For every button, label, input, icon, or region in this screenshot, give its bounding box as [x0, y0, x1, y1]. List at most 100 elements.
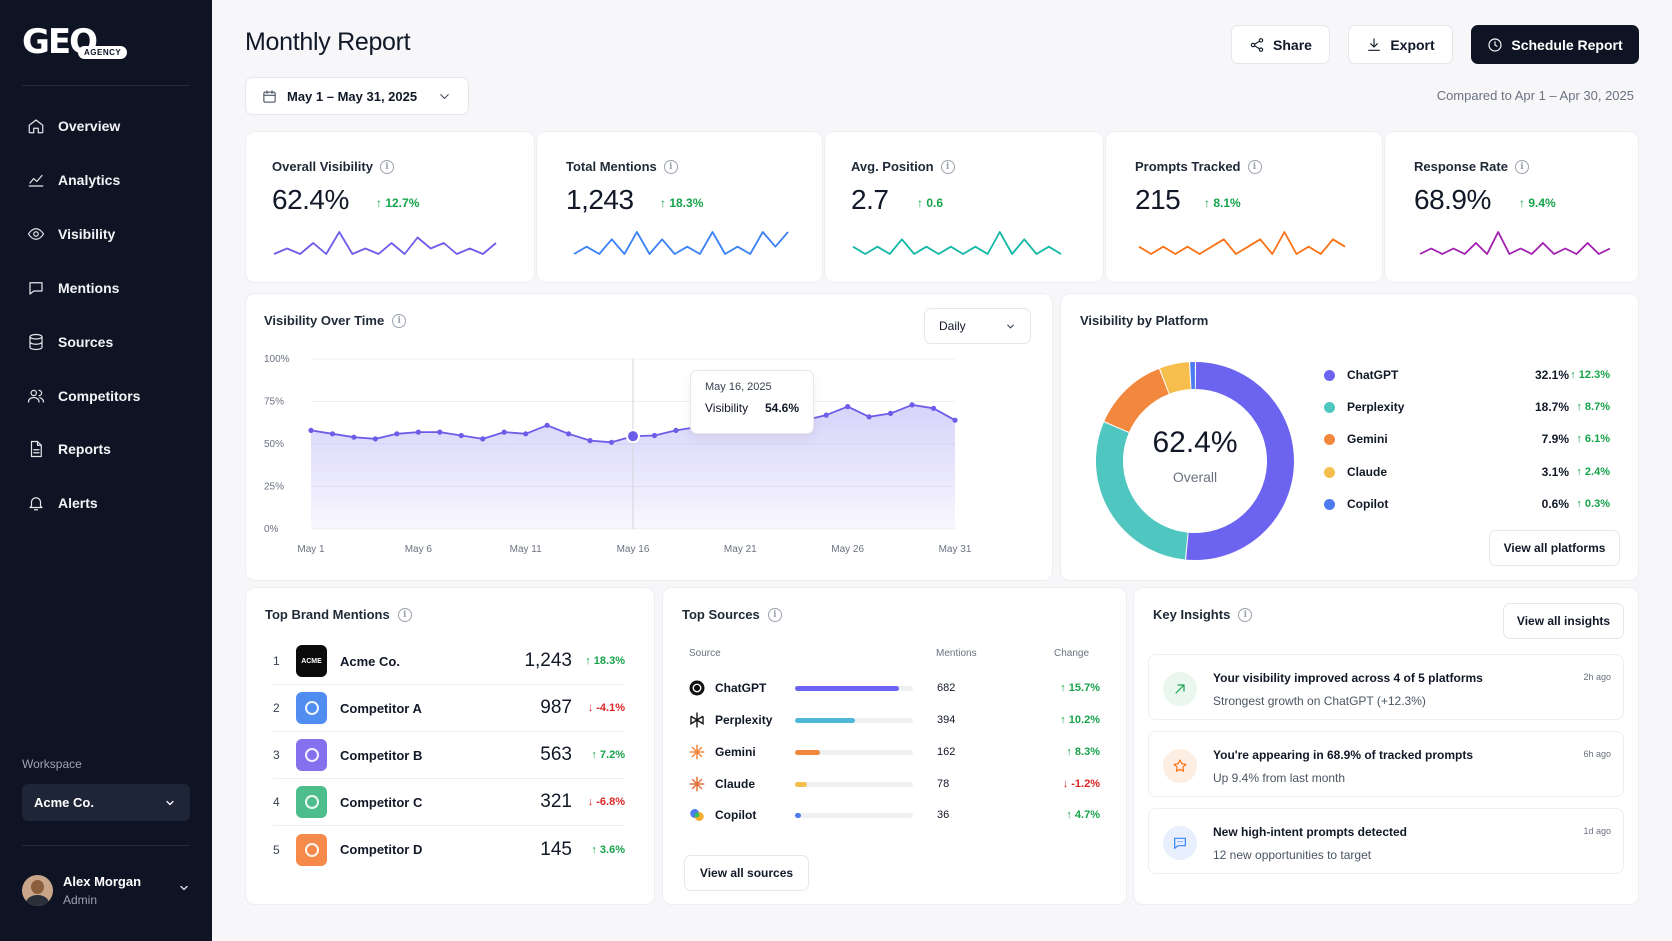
info-icon[interactable]: i	[379, 159, 394, 174]
data-point[interactable]	[480, 436, 486, 442]
kpi-card-prompts-tracked: Prompts Tracked i 215 ↑ 8.1%	[1105, 131, 1383, 283]
source-row[interactable]: Claude 78 ↓ -1.2%	[688, 773, 1100, 795]
brand-logo[interactable]: GEO AGENCY	[22, 22, 172, 66]
platform-legend-item[interactable]: Perplexity 18.7% ↑ 8.7%	[1324, 397, 1610, 417]
info-icon[interactable]: i	[663, 159, 678, 174]
kpi-sparkline	[573, 231, 789, 255]
legend-change: ↑ 12.3%	[1570, 369, 1610, 381]
sidebar-item-analytics[interactable]: Analytics	[22, 162, 190, 198]
table-row[interactable]: 2 Competitor A 987 ↓ -4.1%	[273, 685, 625, 732]
data-point[interactable]	[587, 438, 593, 444]
insight-item[interactable]: Your visibility improved across 4 of 5 p…	[1148, 654, 1624, 720]
info-icon[interactable]: i	[397, 607, 412, 622]
platform-legend-item[interactable]: ChatGPT 32.1% ↑ 12.3%	[1324, 365, 1610, 385]
user-menu[interactable]: Alex Morgan Admin	[22, 870, 190, 910]
platform-donut-chart[interactable]	[1090, 356, 1300, 566]
source-row[interactable]: Gemini 162 ↑ 8.3%	[688, 741, 1100, 763]
sidebar-item-competitors[interactable]: Competitors	[22, 378, 190, 414]
view-all-sources-button[interactable]: View all sources	[684, 855, 809, 891]
data-point[interactable]	[608, 439, 615, 445]
data-point[interactable]	[501, 429, 507, 435]
schedule-report-button[interactable]: Schedule Report	[1471, 25, 1639, 64]
export-button[interactable]: Export	[1348, 25, 1453, 64]
data-point[interactable]	[952, 417, 958, 423]
view-all-platforms-button[interactable]: View all platforms	[1489, 530, 1620, 566]
data-point[interactable]	[866, 414, 872, 420]
data-point[interactable]	[394, 431, 400, 437]
table-row[interactable]: 5 Competitor D 145 ↑ 3.6%	[273, 826, 625, 873]
data-point[interactable]	[308, 427, 314, 433]
platform-legend-item[interactable]: Gemini 7.9% ↑ 6.1%	[1324, 429, 1610, 449]
data-point[interactable]	[372, 436, 378, 442]
insight-item[interactable]: New high-intent prompts detected 12 new …	[1148, 808, 1624, 874]
source-row[interactable]: Copilot 36 ↑ 4.7%	[688, 804, 1100, 826]
data-point[interactable]	[651, 432, 658, 439]
data-point[interactable]	[329, 431, 336, 437]
granularity-select[interactable]: Daily	[924, 308, 1031, 344]
date-range-picker[interactable]: May 1 – May 31, 2025	[245, 77, 469, 115]
legend-dot	[1324, 401, 1335, 413]
sidebar-item-mentions[interactable]: Mentions	[22, 270, 190, 306]
workspace-select[interactable]: Acme Co.	[22, 784, 190, 821]
info-icon[interactable]: i	[1247, 159, 1262, 174]
donut-slice-gemini[interactable]	[1104, 368, 1169, 433]
sidebar-item-sources[interactable]: Sources	[22, 324, 190, 360]
sidebar-item-visibility[interactable]: Visibility	[22, 216, 190, 252]
platform-legend-item[interactable]: Claude 3.1% ↑ 2.4%	[1324, 462, 1610, 482]
table-row[interactable]: 4 Competitor C 321 ↓ -6.8%	[273, 779, 625, 826]
insight-item[interactable]: You're appearing in 68.9% of tracked pro…	[1148, 731, 1624, 797]
sparkline-path	[1419, 231, 1611, 255]
source-row[interactable]: ChatGPT 682 ↑ 15.7%	[688, 677, 1100, 699]
info-icon[interactable]: i	[1514, 159, 1529, 174]
data-point[interactable]	[544, 422, 550, 428]
source-mentions: 682	[937, 682, 956, 694]
donut-slice-perplexity[interactable]	[1096, 422, 1188, 560]
platform-legend-item[interactable]: Copilot 0.6% ↑ 0.3%	[1324, 494, 1610, 514]
brand-logo	[296, 739, 327, 771]
source-bar-fill	[795, 812, 801, 818]
data-point[interactable]	[909, 402, 915, 408]
download-icon	[1368, 37, 1381, 51]
info-icon[interactable]: i	[767, 607, 782, 622]
data-point[interactable]	[351, 434, 357, 440]
donut-slice-chatgpt[interactable]	[1186, 362, 1294, 560]
visibility-area-chart[interactable]: 100% 75% 50% 25% 0% May 1 May 6 May 11 May 16 May…	[245, 340, 1053, 560]
x-tick-label: May 21	[724, 544, 757, 555]
data-point[interactable]	[437, 429, 443, 435]
info-icon[interactable]: i	[392, 313, 407, 328]
source-bar-fill	[795, 685, 899, 691]
data-point[interactable]	[888, 410, 894, 416]
data-point[interactable]	[415, 429, 421, 435]
donut-slice-copilot[interactable]	[1190, 362, 1195, 390]
brand-name: Competitor D	[340, 842, 423, 857]
sidebar-item-alerts[interactable]: Alerts	[22, 485, 190, 521]
data-point[interactable]	[823, 412, 829, 418]
data-point[interactable]	[566, 431, 572, 437]
table-row[interactable]: 3 Competitor B 563 ↑ 7.2%	[273, 732, 625, 779]
source-bar	[795, 685, 913, 691]
highlighted-point[interactable]	[626, 429, 640, 444]
brand-change: ↓ -6.8%	[587, 796, 625, 808]
data-point[interactable]	[845, 404, 851, 410]
sidebar-item-reports[interactable]: Reports	[22, 431, 190, 467]
data-point[interactable]	[930, 405, 937, 411]
brand-count: 987	[540, 697, 572, 718]
donut-slice-claude[interactable]	[1159, 362, 1191, 394]
data-point[interactable]	[673, 427, 679, 433]
section-title-text: Visibility Over Time	[264, 313, 385, 328]
info-icon[interactable]: i	[1238, 607, 1253, 622]
view-all-insights-button[interactable]: View all insights	[1503, 603, 1624, 639]
source-row[interactable]: Perplexity 394 ↑ 10.2%	[688, 709, 1100, 731]
export-label: Export	[1390, 36, 1435, 53]
table-row[interactable]: 1 ACME Acme Co. 1,243 ↑ 18.3%	[273, 638, 625, 685]
sidebar-item-overview[interactable]: Overview	[22, 108, 190, 144]
section-title: Top Brand Mentions i	[265, 607, 412, 622]
share-button[interactable]: Share	[1231, 25, 1330, 64]
info-icon[interactable]: i	[940, 159, 955, 174]
source-bar	[795, 812, 913, 818]
kpi-value: 62.4%	[272, 184, 349, 215]
page-title: Monthly Report	[245, 28, 411, 56]
data-point[interactable]	[523, 431, 529, 437]
top-sources-card	[662, 587, 1127, 905]
data-point[interactable]	[458, 432, 464, 439]
